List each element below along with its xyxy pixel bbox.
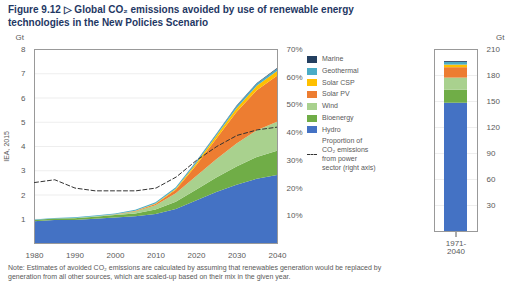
svg-text:5: 5	[21, 118, 26, 127]
svg-text:10%: 10%	[287, 211, 303, 220]
html-text:IEA, 2015: IEA, 2015	[2, 130, 10, 162]
svg-text:2010: 2010	[147, 251, 165, 260]
svg-text:4: 4	[21, 142, 26, 151]
svg-text:6: 6	[21, 94, 26, 103]
svg-text:Gt: Gt	[16, 33, 25, 42]
html-text:Note: Estimates of avoided CO₂: Note: Estimates of avoided CO₂ emissions…	[8, 264, 382, 281]
svg-text:2020: 2020	[188, 251, 206, 260]
svg-text:70%: 70%	[287, 45, 303, 54]
html-text:Proportion of CO₂ emissions fr: Proportion of CO₂ emissions from power s…	[322, 137, 376, 171]
html-text:Figure 9.12 ▷ Global CO₂ emiss: Figure 9.12 ▷ Global CO₂ emissions avoid…	[8, 4, 354, 28]
svg-text:150: 150	[487, 97, 501, 106]
html-text:Solar CSP: Solar CSP	[322, 78, 355, 86]
svg-text:40%: 40%	[287, 128, 303, 137]
svg-text:120: 120	[487, 123, 501, 132]
svg-text:2040: 2040	[269, 251, 287, 260]
html-text:Wind: Wind	[322, 102, 338, 109]
svg-text:180: 180	[487, 71, 501, 80]
html-text:Hydro: Hydro	[322, 125, 341, 133]
svg-text:Gt: Gt	[496, 33, 505, 42]
svg-text:50%: 50%	[287, 100, 303, 109]
svg-text:3: 3	[21, 166, 26, 175]
html-text:Bioenergy: Bioenergy	[322, 113, 354, 121]
html-text:Geothermal: Geothermal	[322, 66, 359, 74]
svg-text:210: 210	[487, 45, 501, 54]
svg-text:90: 90	[487, 149, 496, 158]
svg-text:60%: 60%	[287, 73, 303, 82]
svg-text:60: 60	[487, 175, 496, 184]
svg-text:2030: 2030	[228, 251, 246, 260]
svg-text:30%: 30%	[287, 156, 303, 165]
svg-text:1980: 1980	[26, 251, 44, 260]
svg-text:2: 2	[21, 191, 26, 200]
svg-text:1971-2040: 1971-2040	[446, 239, 467, 256]
svg-text:1990: 1990	[66, 251, 84, 260]
svg-text:8: 8	[21, 45, 26, 54]
svg-text:1: 1	[21, 215, 26, 224]
svg-text:2000: 2000	[107, 251, 125, 260]
svg-text:30: 30	[487, 201, 496, 210]
svg-text:7: 7	[21, 69, 26, 78]
html-text:Solar PV: Solar PV	[322, 90, 350, 98]
html-text:Marine: Marine	[322, 55, 344, 62]
svg-text:20%: 20%	[287, 184, 303, 193]
